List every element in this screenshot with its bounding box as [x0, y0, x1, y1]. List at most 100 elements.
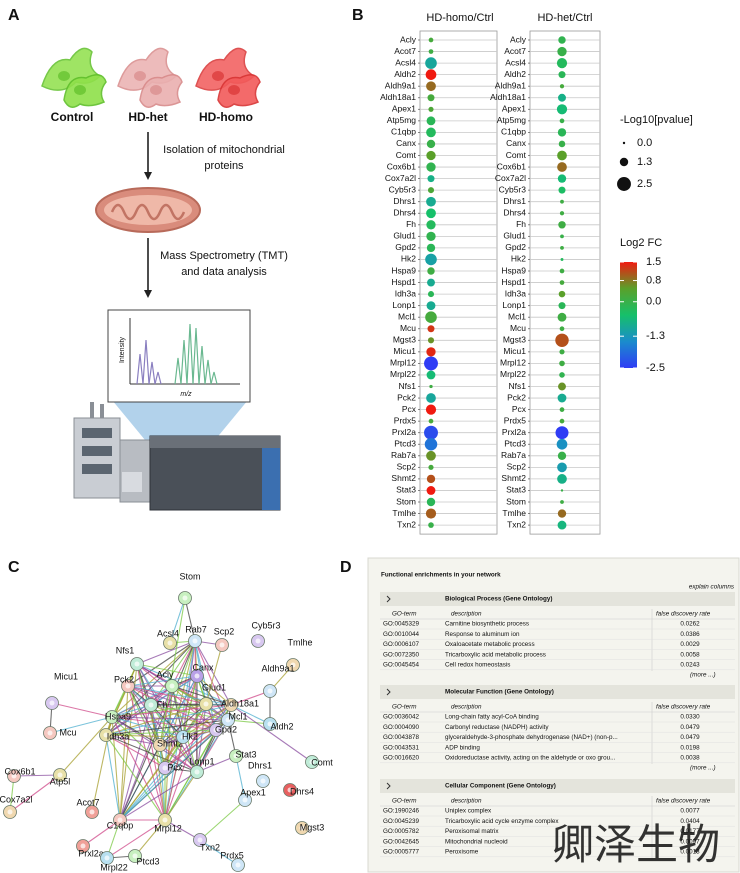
- y-tick-label: Lonp1: [392, 300, 416, 310]
- dot: [559, 118, 565, 124]
- y-tick-label: Prdx5: [394, 415, 416, 425]
- node-core: [299, 825, 305, 831]
- dot: [425, 404, 437, 415]
- y-tick-label: Pcx: [512, 404, 527, 414]
- node-core: [228, 702, 234, 708]
- column-header: description: [451, 798, 482, 805]
- y-tick-label: Hspd1: [501, 277, 526, 287]
- network-edge: [127, 675, 198, 687]
- y-tick-label: Atp5mg: [497, 115, 527, 125]
- network-edge: [159, 703, 207, 746]
- node-label: C1qbp: [107, 820, 134, 830]
- dot: [428, 464, 434, 470]
- y-tick-label: Pcx: [402, 404, 417, 414]
- network-edge: [199, 799, 246, 841]
- dot: [557, 128, 567, 137]
- node-label: Dhrs4: [290, 786, 314, 796]
- network-edge: [59, 716, 113, 776]
- network-edge: [127, 685, 232, 706]
- legend-label: 0.0: [637, 137, 652, 149]
- network-edge: [136, 640, 196, 665]
- node-label: Cyb5r3: [251, 620, 280, 630]
- peak: [186, 323, 194, 385]
- node-core: [57, 772, 63, 778]
- y-tick-label: Tmlhe: [392, 508, 416, 518]
- plot-title: HD-het/Ctrl: [537, 12, 592, 24]
- node-core: [103, 732, 109, 738]
- go-description: Oxidoreductase activity, acting on the a…: [445, 754, 616, 761]
- y-tick-label: Apex1: [502, 104, 526, 114]
- y-tick-label: Acot7: [394, 46, 416, 56]
- node-label: Acly: [156, 669, 174, 679]
- node-label: Cox6b1: [4, 766, 35, 776]
- dot: [426, 139, 436, 149]
- dot: [426, 127, 436, 138]
- dot: [557, 474, 567, 484]
- fdr: 0.0262: [680, 621, 700, 628]
- network-edge: [119, 685, 129, 821]
- network-edge: [13, 774, 61, 777]
- dot: [424, 425, 438, 440]
- network-edge: [150, 704, 217, 731]
- mitochondrion: [95, 187, 201, 233]
- y-tick-label: Lonp1: [502, 300, 526, 310]
- y-tick-label: Aldh9a1: [495, 80, 526, 90]
- y-tick-label: Aldh18a1: [490, 92, 526, 102]
- network-edge: [159, 744, 166, 821]
- dot: [557, 509, 567, 518]
- dot: [558, 140, 566, 148]
- y-tick-label: Idh3a: [395, 288, 417, 298]
- dot: [426, 231, 436, 242]
- dot: [558, 93, 566, 102]
- network-edge: [111, 716, 229, 721]
- column-header: false discovery rate: [656, 611, 711, 618]
- network-edge: [105, 734, 161, 746]
- node-core: [125, 683, 131, 689]
- y-tick-label: Txn2: [397, 519, 416, 529]
- dot: [559, 326, 565, 332]
- dot: [559, 407, 565, 412]
- go-term: GO:0036042: [383, 714, 420, 721]
- more-link: (more ...): [690, 672, 716, 679]
- panel-label: D: [340, 559, 352, 576]
- axis-label: m/z: [180, 391, 192, 398]
- colorbar-label: 0.8: [646, 274, 661, 286]
- network-edge: [136, 663, 198, 677]
- dot: [426, 162, 436, 172]
- network-edge: [235, 755, 246, 801]
- node-core: [260, 778, 266, 784]
- nucleus: [150, 85, 162, 95]
- go-term: GO:0072350: [383, 651, 420, 658]
- dot: [557, 462, 567, 473]
- legend-label: 1.3: [637, 156, 652, 168]
- node-label: Prdx5: [220, 850, 244, 860]
- node-core: [132, 853, 138, 859]
- network-edge: [111, 640, 196, 718]
- network-edge: [127, 685, 166, 821]
- legend-title: Log2 FC: [620, 237, 662, 249]
- network-edge: [171, 685, 198, 773]
- legend-dot: [617, 177, 631, 191]
- nucleus: [228, 85, 240, 95]
- dot: [428, 106, 434, 112]
- dot: [556, 104, 568, 115]
- node-core: [180, 734, 186, 740]
- dot: [424, 437, 438, 451]
- node-label: Mcl1: [228, 711, 247, 721]
- go-description: Carbonyl reductase (NADPH) activity: [445, 724, 549, 731]
- y-tick-label: Prxl2a: [392, 427, 416, 437]
- node-core: [255, 638, 261, 644]
- y-tick-label: Comt: [506, 150, 527, 160]
- network-edge: [111, 716, 166, 769]
- go-term: GO:0043878: [383, 734, 420, 741]
- network-edge: [196, 729, 217, 773]
- dot: [555, 333, 569, 348]
- node-label: Aldh2: [270, 721, 293, 731]
- dot: [557, 312, 567, 322]
- y-tick-label: Stat3: [396, 485, 416, 495]
- go-description: Carnitine biosynthetic process: [445, 621, 529, 628]
- dot: [425, 311, 437, 324]
- node-label: Mcu: [59, 727, 76, 737]
